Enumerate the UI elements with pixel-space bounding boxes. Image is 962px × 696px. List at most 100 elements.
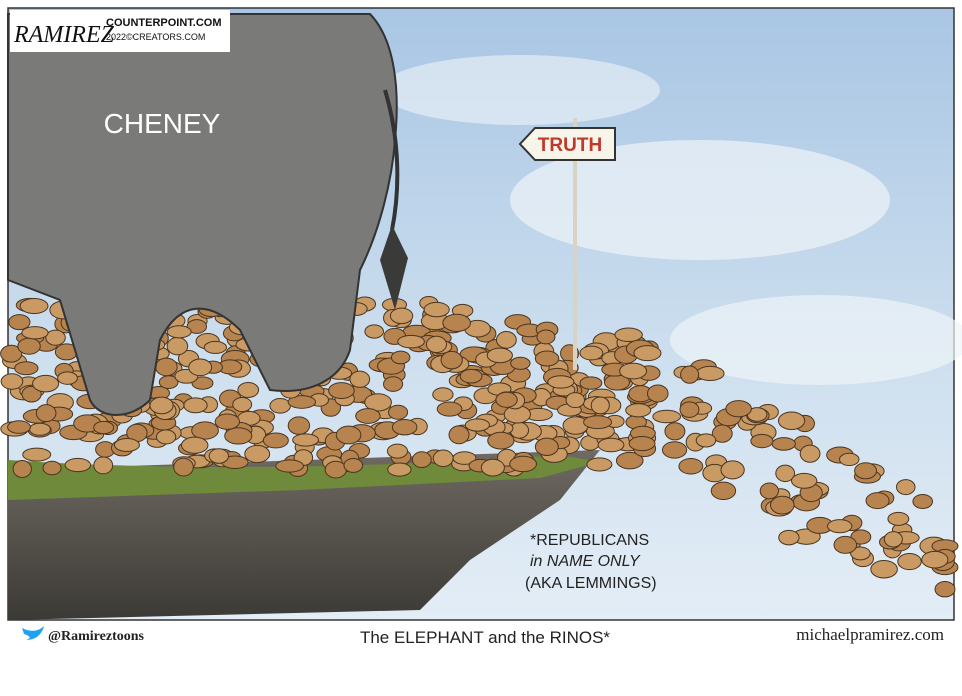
lemming (760, 483, 778, 499)
website: michaelpramirez.com (796, 625, 944, 644)
lemming (23, 448, 51, 461)
lemming (1, 374, 23, 389)
lemming (648, 385, 669, 402)
lemming (566, 393, 585, 408)
lemming (441, 351, 462, 369)
lemming (288, 417, 309, 435)
lemming (800, 445, 820, 462)
caption-line: (AKA LEMMINGS) (525, 575, 657, 592)
lemming (433, 450, 453, 467)
lemming (871, 561, 898, 578)
lemming (665, 423, 685, 440)
lemming (711, 482, 735, 499)
lemming (620, 363, 647, 379)
cartoon-page: TRUTH CHENEY *REPUBLICANS in NAME ONLY (… (0, 0, 962, 696)
lemming (13, 461, 31, 478)
lemming (270, 398, 291, 413)
lemming (935, 582, 955, 597)
site-credit: COUNTERPOINT.COM (106, 17, 222, 29)
lemming (751, 434, 773, 447)
lemming (548, 376, 574, 388)
lemming (392, 419, 417, 434)
lemming (896, 480, 915, 495)
lemming (33, 375, 59, 391)
lemming (225, 428, 252, 444)
lemming (174, 458, 194, 476)
lemming (8, 421, 31, 434)
lemming (696, 366, 724, 380)
lemming (913, 494, 933, 508)
lemming (245, 445, 270, 462)
lemming (487, 348, 512, 363)
lemming (390, 308, 412, 323)
lemming (443, 314, 471, 331)
lemming (426, 336, 446, 352)
lemming (510, 422, 528, 438)
lemming (276, 460, 304, 472)
artist-signature: RAMIREZ (13, 22, 115, 48)
elephant-label: CHENEY (104, 108, 221, 139)
lemming (535, 351, 558, 366)
lemming (772, 438, 795, 451)
lemming (696, 434, 716, 447)
lemming (662, 442, 686, 458)
lemming (488, 432, 514, 449)
lemming (584, 416, 612, 429)
lemming (167, 337, 188, 354)
lemming (192, 422, 219, 439)
lemming (184, 398, 207, 413)
caption-line: *REPUBLICANS (530, 532, 649, 549)
lemming (615, 328, 642, 341)
lemming (888, 512, 909, 525)
lemming (43, 461, 61, 475)
lemming (365, 325, 384, 338)
lemming (46, 330, 66, 345)
lemming (29, 423, 50, 435)
lemming (437, 402, 462, 416)
lemming (356, 409, 380, 424)
lemming (634, 346, 661, 361)
lemming (840, 453, 860, 465)
lemming (325, 461, 346, 478)
lemming (391, 351, 409, 364)
footer-title: The ELEPHANT and the RINOS* (360, 628, 610, 647)
lemming (215, 414, 239, 429)
lemming (398, 335, 425, 348)
lemming (679, 458, 703, 474)
lemming (58, 372, 78, 385)
lemming (65, 458, 90, 471)
lemming (94, 421, 114, 433)
sign-text: TRUTH (538, 135, 602, 156)
lemming (591, 397, 609, 414)
lemming (15, 362, 38, 375)
lemming (587, 458, 612, 471)
cloud (380, 55, 660, 125)
lemming (167, 326, 191, 338)
lemming (150, 397, 173, 414)
lemming (209, 449, 228, 464)
lemming (181, 437, 207, 453)
lemming (189, 359, 212, 376)
panel: TRUTH CHENEY *REPUBLICANS in NAME ONLY (… (1, 8, 962, 620)
lemming (263, 433, 288, 448)
lemming (834, 536, 857, 553)
lemming (855, 463, 877, 479)
lemming (779, 530, 799, 544)
lemming (388, 405, 407, 419)
lemming (791, 473, 816, 488)
lemming (20, 298, 48, 313)
lemming (387, 444, 407, 458)
lemming (18, 338, 40, 354)
lemming (481, 459, 504, 476)
lemming (460, 369, 482, 383)
lemming (535, 438, 558, 455)
caption: *REPUBLICANS in NAME ONLY (AKA LEMMINGS) (525, 532, 657, 592)
caption-line: in NAME ONLY (530, 553, 641, 570)
lemming (721, 461, 744, 479)
lemming (22, 327, 48, 339)
lemming (511, 357, 530, 369)
lemming (629, 436, 655, 450)
lemming (233, 397, 252, 411)
lemming (36, 405, 56, 422)
lemming (680, 402, 699, 418)
